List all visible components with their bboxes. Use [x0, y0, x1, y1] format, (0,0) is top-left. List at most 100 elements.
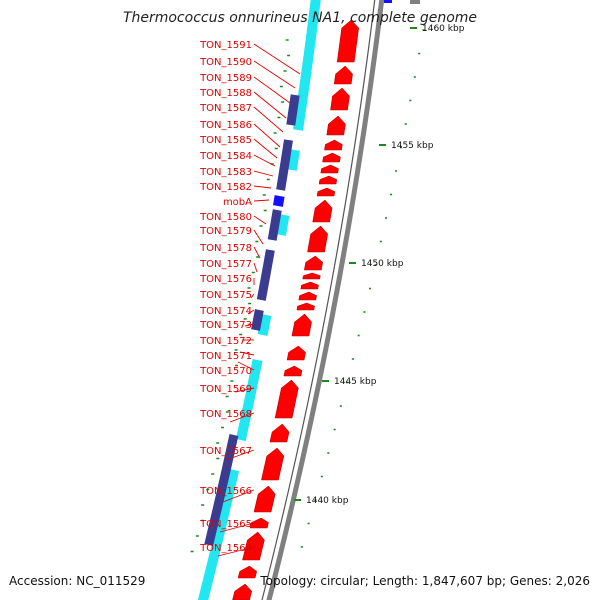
feature-tracks [190, 0, 385, 600]
gene-leader-line [253, 229, 264, 245]
cds-arrow [302, 272, 321, 280]
gene-leader-line [253, 170, 274, 177]
cds-arrow [298, 291, 317, 301]
gene-label: TON_1574 [199, 306, 252, 317]
cds-arrow [324, 139, 343, 151]
purple-segment-3 [256, 249, 275, 301]
cyan-segment-4 [235, 359, 263, 442]
gene-leader-line [253, 138, 278, 159]
cds-arrow [318, 175, 338, 185]
gene-label: TON_1575 [199, 290, 252, 301]
gene-leader-line [253, 199, 270, 202]
cds-arrow [253, 485, 276, 513]
cds-arrow [336, 19, 359, 63]
gene-label: TON_1587 [199, 103, 252, 114]
gene-leader-line [229, 412, 255, 423]
cds-arrow [286, 345, 306, 361]
accession-text: Accession: NC_011529 [9, 574, 146, 588]
cds-arrow [237, 565, 257, 579]
purple-segment-4 [251, 309, 264, 331]
gene-leader-line [253, 154, 276, 167]
gene-leader-line [253, 91, 287, 119]
gene-leader-line [250, 293, 255, 299]
purple-segment-0 [286, 94, 300, 126]
purple-segment-2 [267, 209, 282, 241]
mobA-block [273, 195, 285, 207]
backbone-inner-line [261, 0, 376, 600]
cyan-segment-0 [293, 0, 321, 131]
cds-arrow [242, 531, 265, 561]
gene-leader-line [253, 123, 281, 148]
gene-leader-line [219, 522, 255, 533]
gene-label: TON_1567 [199, 446, 252, 457]
cds-arrow [326, 115, 346, 136]
gene-label: TON_1580 [199, 212, 252, 223]
gene-label: mobA [223, 197, 252, 208]
gene-leader-line [234, 387, 255, 393]
cds-arrow [296, 302, 315, 311]
cyan-segment-1 [286, 149, 300, 171]
purple-segment-5 [204, 434, 239, 547]
cds-arrow [322, 152, 341, 163]
gene-leader-line [222, 489, 255, 503]
gene-leader-line [253, 43, 301, 75]
gene-label: TON_1590 [199, 57, 252, 68]
gene-label: TON_1576 [199, 274, 252, 285]
gene-leader-line [237, 361, 255, 371]
cds-arrow [316, 187, 336, 197]
cds-arrow [312, 199, 333, 223]
gene-label: TON_1572 [199, 336, 252, 347]
cds-arrow [330, 87, 350, 111]
gene-label: TON_1586 [199, 120, 252, 131]
gene-leader-line [244, 323, 255, 327]
gene-labels: TON_1591 TON_1590 TON_1589 TON_1588 TON_1587… [199, 40, 301, 557]
kbp-label: 1440 kbp [306, 496, 349, 506]
cds-arrow [283, 365, 303, 377]
kbp-label: 1445 kbp [334, 377, 377, 387]
gene-label: TON_1568 [199, 409, 252, 420]
gene-leader-line [253, 60, 296, 89]
backbone-track [266, 0, 385, 600]
cds-arrow [291, 313, 312, 337]
gene-label: TON_1565 [199, 519, 252, 530]
topology-text: Topology: circular; Length: 1,847,607 bp… [260, 574, 590, 588]
gene-label: TON_1591 [199, 40, 252, 51]
gene-label: TON_1589 [199, 73, 252, 84]
gene-leader-line [217, 546, 255, 557]
cds-arrow [269, 423, 290, 443]
gene-label: TON_1585 [199, 135, 252, 146]
gene-leader-line [253, 215, 267, 225]
kbp-label: 1460 kbp [422, 24, 465, 34]
kbp-label: 1450 kbp [361, 259, 404, 269]
cyan-segment-3 [257, 314, 272, 336]
gene-leader-line [239, 351, 255, 356]
cyan-segment-5 [197, 468, 240, 600]
gene-label: TON_1582 [199, 182, 252, 193]
gene-label: TON_1564 [199, 543, 252, 554]
gene-label: TON_1571 [199, 351, 252, 362]
gene-label: TON_1577 [199, 259, 252, 270]
gene-leader-line [253, 246, 261, 259]
cds-arrow [304, 255, 323, 271]
gene-label: TON_1584 [199, 151, 252, 162]
cds-arrow [320, 164, 339, 174]
cyan-segment-2 [276, 214, 290, 236]
gene-leader-line [253, 185, 272, 189]
cds-arrow [232, 583, 252, 600]
gene-label: TON_1583 [199, 167, 252, 178]
cds-arrow [261, 447, 285, 481]
cds-arrow [274, 379, 299, 419]
kbp-scale: 1460 kbp 1455 kbp 1450 kbp 1445 kbp 1440 kbp [294, 0, 465, 548]
gene-leader-line [253, 76, 291, 104]
gene-label: TON_1569 [199, 384, 252, 395]
gene-label: TON_1578 [199, 243, 252, 254]
cds-arrow [300, 281, 319, 290]
blue-top-marker [384, 0, 392, 3]
gene-label: TON_1566 [199, 486, 252, 497]
gene-label: TON_1570 [199, 366, 252, 377]
genome-title: Thermococcus onnurineus NA1, complete ge… [122, 10, 478, 26]
gene-leader-line [247, 309, 255, 315]
cds-arrow [333, 65, 353, 85]
gene-leader-line [225, 449, 255, 461]
